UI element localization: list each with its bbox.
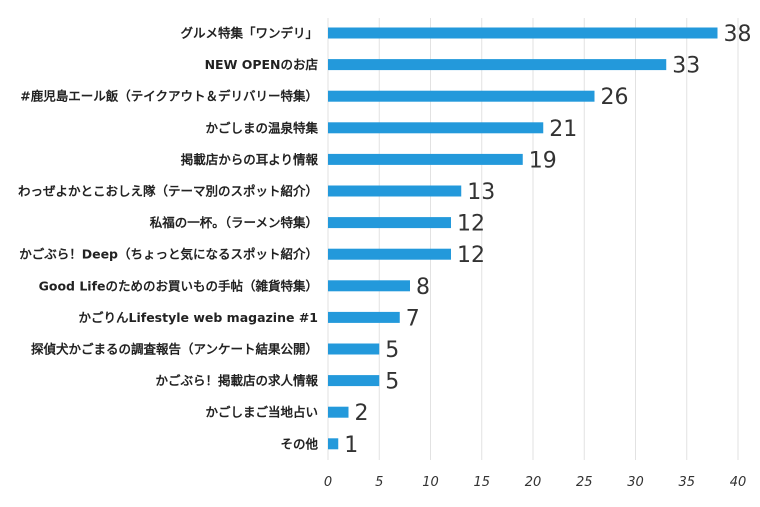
x-tick-label: 10	[422, 475, 439, 490]
category-label: 私福の一杯。（ラーメン特集）	[149, 215, 318, 230]
x-tick-label: 0	[324, 475, 332, 490]
x-tick-label: 15	[473, 475, 490, 490]
bar	[328, 248, 451, 260]
x-tick-label: 30	[627, 475, 644, 490]
bar	[328, 153, 523, 165]
category-label: グルメ特集「ワンデリ」	[180, 26, 318, 41]
bar	[328, 90, 595, 102]
value-label: 21	[549, 117, 577, 142]
x-axis-ticks: 0 5 10 15 20 25 30 35 40	[324, 475, 746, 490]
x-tick-label: 25	[576, 475, 593, 490]
category-label: かごしまご当地占い	[205, 405, 318, 420]
category-label: わっぜよかとこおしえ隊（テーマ別のスポット紹介）	[18, 184, 318, 199]
category-label: 掲載店からの耳より情報	[181, 152, 319, 167]
value-label: 26	[601, 85, 629, 110]
bar	[328, 375, 380, 387]
value-label: 12	[457, 243, 485, 268]
value-label: 38	[724, 22, 752, 47]
value-label: 7	[406, 306, 420, 331]
category-label: #鹿児島エール飯（テイクアウト＆デリバリー特集）	[20, 89, 318, 104]
value-label: 5	[385, 338, 399, 363]
category-label: かごぶら！掲載店の求人情報	[155, 373, 318, 388]
category-label: かごりんLifestyle web magazine #1	[79, 310, 318, 325]
x-tick-label: 20	[525, 475, 542, 490]
value-label: 12	[457, 212, 485, 237]
value-label: 19	[529, 148, 557, 173]
value-label: 5	[385, 370, 399, 395]
category-label: かごぶら！Deep（ちょっと気になるスポット紹介）	[19, 247, 318, 262]
bar	[328, 406, 349, 418]
category-label: 探偵犬かごまるの調査報告（アンケート結果公開）	[31, 342, 318, 357]
category-label: その他	[280, 436, 318, 451]
bar	[328, 217, 451, 229]
value-label: 8	[416, 275, 430, 300]
x-tick-label: 40	[730, 475, 747, 490]
bar	[328, 438, 339, 450]
bar	[328, 122, 544, 134]
value-label: 2	[355, 401, 369, 426]
bar	[328, 27, 718, 39]
bars	[328, 27, 718, 450]
category-label: かごしまの温泉特集	[205, 120, 318, 135]
category-label: NEW OPENのお店	[205, 57, 319, 72]
x-tick-label: 5	[375, 475, 383, 490]
bar	[328, 59, 667, 71]
value-label: 13	[467, 180, 495, 205]
bar	[328, 280, 410, 292]
value-label: 1	[344, 433, 358, 458]
bar	[328, 185, 462, 197]
bar	[328, 343, 380, 355]
bar	[328, 311, 400, 323]
category-label: Good Lifeのためのお買いもの手帖（雑貨特集）	[39, 278, 318, 293]
x-tick-label: 35	[678, 475, 695, 490]
value-label: 33	[672, 54, 700, 79]
category-labels: グルメ特集「ワンデリ」 NEW OPENのお店 #鹿児島エール飯（テイクアウト＆デリ…	[18, 26, 319, 452]
